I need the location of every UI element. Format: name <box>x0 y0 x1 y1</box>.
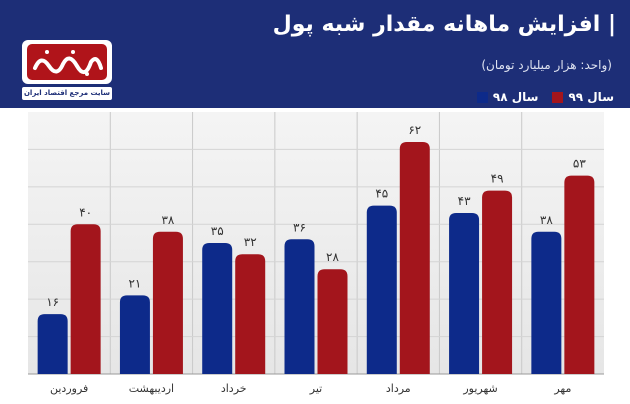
bar-99 <box>152 231 183 374</box>
value-label-99: ۴۹ <box>491 172 504 186</box>
value-label-99: ۶۲ <box>408 123 421 137</box>
value-label-99: ۵۳ <box>573 157 586 171</box>
value-label-98: ۲۱ <box>128 276 141 290</box>
chart-title: | افزایش ماهانه مقدار شبه پول <box>272 12 616 37</box>
value-label-98: ۱۶ <box>46 295 59 309</box>
bar-98 <box>37 314 68 374</box>
category-label: مرداد <box>386 382 411 395</box>
bar-98 <box>449 213 480 374</box>
category-label: شهریور <box>462 382 497 395</box>
value-label-99: ۲۸ <box>326 250 339 264</box>
legend-swatch-99 <box>552 91 564 103</box>
value-label-98: ۳۶ <box>293 220 306 234</box>
legend-swatch-98 <box>476 91 488 103</box>
value-label-99: ۴۰ <box>79 205 92 219</box>
logo-tagline: سایت مرجع اقتصاد ایران <box>22 87 112 100</box>
value-label-98: ۴۳ <box>458 194 471 208</box>
value-label-99: ۳۸ <box>161 213 174 227</box>
category-label: تیر <box>309 382 322 395</box>
category-label: خرداد <box>221 382 247 395</box>
bar-99 <box>399 141 430 374</box>
legend-label-99: سال ۹۹ <box>568 90 614 104</box>
value-label-98: ۳۵ <box>211 224 224 238</box>
category-label: فروردین <box>50 382 88 395</box>
bar-99 <box>70 224 101 374</box>
bar-98 <box>284 239 315 374</box>
value-label-99: ۳۲ <box>244 235 257 249</box>
bar-99 <box>564 175 595 374</box>
bar-98 <box>531 231 562 374</box>
bar-99 <box>317 269 348 374</box>
bar-99 <box>482 190 513 374</box>
legend: سال ۹۹ سال ۹۸ <box>476 88 614 106</box>
unit-note: (واحد: هزار میلیارد تومان) <box>481 58 612 72</box>
bar-98 <box>366 205 397 374</box>
legend-label-98: سال ۹۸ <box>492 90 539 104</box>
logo-wordmark-image <box>27 44 107 80</box>
legend-item-98: سال ۹۸ <box>476 90 539 104</box>
bar-98 <box>202 243 233 374</box>
brand-logo: سایت مرجع اقتصاد ایران <box>22 40 112 102</box>
category-label: مهر <box>553 382 571 395</box>
category-label: اردیبهشت <box>129 382 174 395</box>
legend-item-99: سال ۹۹ <box>552 90 614 104</box>
logo-mark <box>22 40 112 84</box>
bar-98 <box>119 295 150 374</box>
value-label-98: ۳۸ <box>540 213 553 227</box>
value-label-98: ۴۵ <box>375 187 388 201</box>
bar-99 <box>235 254 266 374</box>
logo-wordmark-icon <box>33 50 103 76</box>
